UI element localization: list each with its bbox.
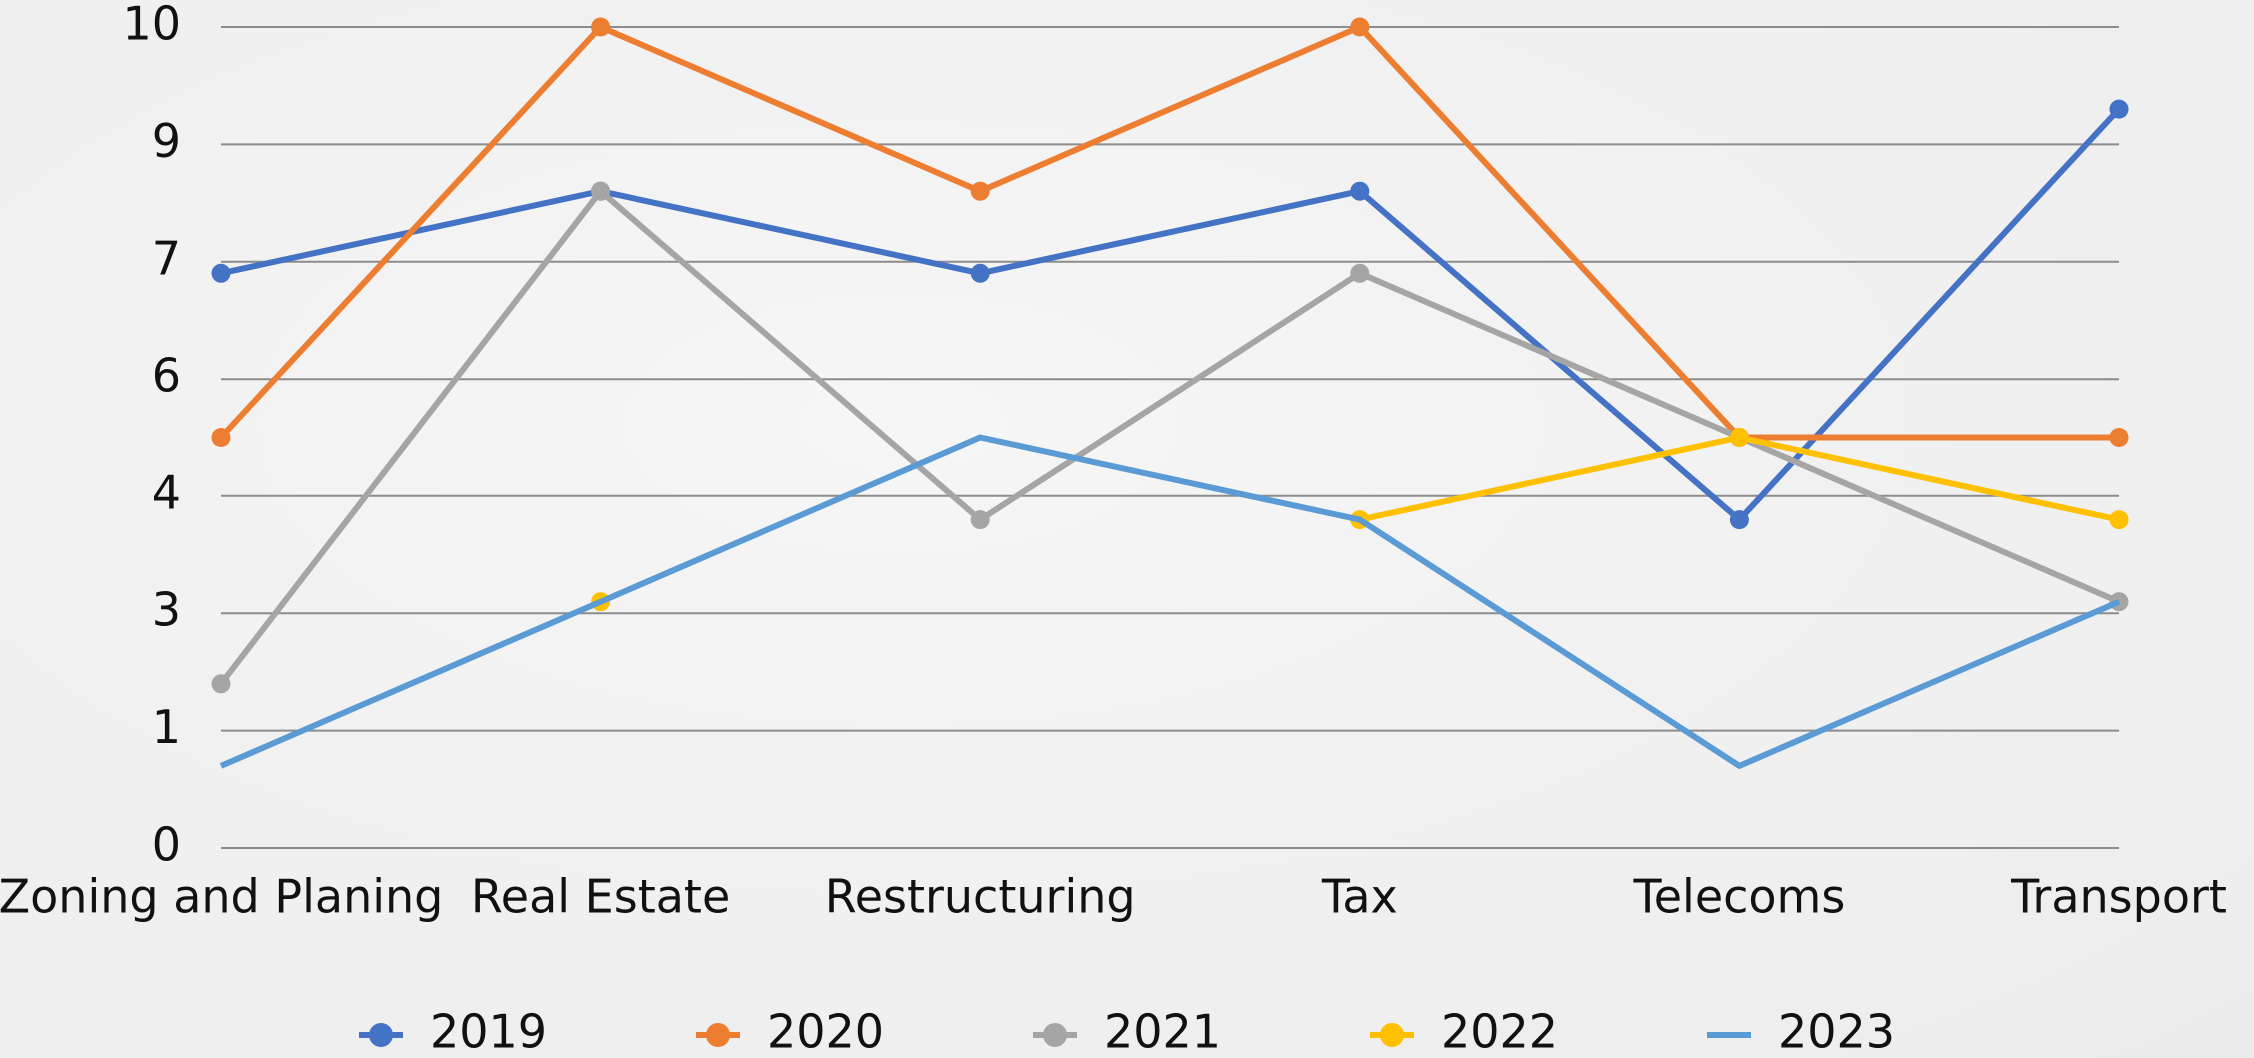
legend-label: 2021: [1104, 1005, 1221, 1058]
marker: [2109, 510, 2129, 530]
series-line: [218, 24, 2119, 441]
x-tick-label: Restructuring: [825, 870, 1136, 924]
series-line: [1359, 434, 2120, 523]
marker: [1350, 181, 1370, 201]
y-tick-label: 0: [152, 818, 181, 872]
legend-marker: [1043, 1023, 1067, 1047]
marker: [211, 263, 231, 283]
marker: [211, 428, 231, 447]
legend-label: 2023: [1778, 1005, 1895, 1058]
marker: [591, 181, 611, 201]
y-tick-label: 9: [152, 114, 181, 168]
y-tick-label: 1: [152, 700, 181, 754]
legend-marker: [706, 1023, 730, 1047]
marker: [970, 181, 990, 201]
marker: [970, 510, 990, 530]
y-tick-label: 10: [122, 0, 181, 51]
series-line: [219, 434, 2121, 769]
y-tick-label: 7: [152, 231, 181, 285]
legend-marker: [1380, 1023, 1404, 1047]
x-tick-label: Tax: [1321, 870, 1398, 924]
marker: [1729, 428, 1749, 447]
marker: [1350, 263, 1370, 283]
marker: [1350, 17, 1370, 37]
marker: [211, 674, 231, 694]
x-tick-label: Real Estate: [471, 870, 730, 924]
series-line: [218, 188, 2121, 686]
legend-label: 2022: [1441, 1005, 1558, 1058]
legend-marker: [369, 1023, 393, 1047]
x-tick-label: Telecoms: [1632, 870, 1845, 924]
legend-label: 2020: [767, 1005, 884, 1058]
marker: [970, 263, 990, 283]
y-tick-label: 3: [152, 583, 181, 637]
marker: [1729, 510, 1749, 530]
marker: [2109, 99, 2129, 119]
marker: [2109, 428, 2129, 447]
x-tick-label: Zoning and Planing: [0, 870, 443, 924]
x-tick-label: Transport: [2010, 870, 2227, 924]
legend-label: 2019: [430, 1005, 547, 1058]
marker: [591, 17, 611, 37]
y-tick-label: 4: [152, 465, 181, 519]
y-tick-label: 6: [152, 349, 181, 403]
